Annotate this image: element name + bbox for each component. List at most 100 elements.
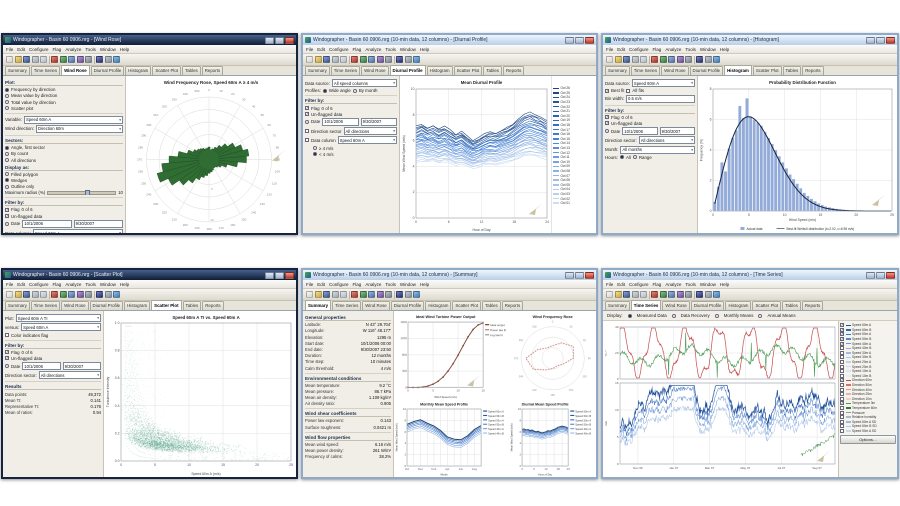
report-icon[interactable] [696, 291, 703, 298]
date-field[interactable]: 10/1/2006 [622, 127, 658, 136]
menu-help[interactable]: Help [419, 281, 430, 287]
menu-configure[interactable]: Configure [29, 46, 49, 52]
tab-reports[interactable]: Reports [801, 301, 824, 310]
minimize-button[interactable] [866, 36, 875, 44]
tab-scatter-plot[interactable]: Scatter Plot [152, 66, 182, 75]
radio-date[interactable] [305, 119, 309, 124]
menu-tools[interactable]: Tools [385, 281, 396, 287]
checkbox-color-indicates-flag[interactable] [5, 333, 9, 338]
menu-tools[interactable]: Tools [685, 46, 696, 52]
menu-help[interactable]: Help [119, 281, 130, 287]
tab-time-series[interactable]: Time Series [332, 301, 362, 310]
radio-mean-value-by-direction[interactable] [5, 93, 9, 98]
flag-icon[interactable] [351, 56, 358, 63]
radio-annual-means[interactable] [758, 313, 763, 318]
menu-window[interactable]: Window [399, 281, 416, 287]
dropdown-data-column[interactable]: Speed 60m A ▾ [337, 136, 397, 145]
menu-flag[interactable]: Flag [352, 46, 362, 52]
settings-icon[interactable] [404, 291, 412, 298]
tab-scatter-plot[interactable]: Scatter Plot [453, 66, 483, 75]
tab-summary[interactable]: Summary [5, 301, 30, 310]
checkbox-data-column[interactable] [305, 138, 309, 143]
radio-4-m-s[interactable] [313, 152, 317, 157]
menu-window[interactable]: Window [399, 46, 416, 52]
flag-icon[interactable] [651, 291, 658, 298]
profile-icon[interactable] [68, 56, 75, 63]
settings-icon[interactable] [704, 56, 712, 63]
menu-tools[interactable]: Tools [85, 281, 96, 287]
help-icon[interactable] [413, 291, 420, 298]
report-icon[interactable] [96, 291, 103, 298]
tab-histogram[interactable]: Histogram [124, 301, 151, 310]
checkbox-un-flagged-data[interactable]: ✓ [5, 356, 9, 361]
copy-icon[interactable] [40, 291, 47, 298]
tab-scatter-plot[interactable]: Scatter Plot [752, 66, 782, 75]
field-bin-width[interactable]: 0.5 m/s [626, 94, 695, 103]
dropdown-data-column[interactable]: Speed 60m A ▾ [32, 229, 123, 233]
wind-rose-icon[interactable] [659, 56, 667, 63]
histogram-icon[interactable] [376, 56, 384, 63]
menu-file[interactable]: File [606, 46, 614, 52]
slider-thumb[interactable] [85, 190, 91, 196]
legend-checkbox-speed-30m-b[interactable] [840, 355, 844, 360]
menu-tools[interactable]: Tools [685, 281, 696, 287]
report-icon[interactable] [396, 56, 403, 63]
menu-flag[interactable]: Flag [52, 281, 62, 287]
checkbox-flag[interactable]: ✓ [5, 350, 9, 355]
close-button[interactable] [585, 271, 594, 279]
tab-reports[interactable]: Reports [201, 66, 224, 75]
settings-icon[interactable] [104, 291, 112, 298]
tab-histogram[interactable]: Histogram [425, 301, 452, 310]
date-field[interactable]: 9/30/2007 [360, 117, 397, 126]
open-folder-icon[interactable] [614, 56, 622, 63]
tab-summary[interactable]: Summary [305, 300, 332, 310]
radio-filled-polygon[interactable] [5, 172, 9, 177]
wind-rose-icon[interactable] [59, 56, 67, 63]
help-icon[interactable] [413, 56, 420, 63]
save-icon[interactable] [23, 56, 30, 63]
tab-reports[interactable]: Reports [501, 301, 524, 310]
legend-checkbox-speed-50m-a[interactable]: ✓ [840, 332, 844, 337]
report-icon[interactable] [696, 56, 703, 63]
tab-time-series[interactable]: Time Series [630, 300, 662, 310]
dropdown-wind-direction[interactable]: Direction 60m ▾ [36, 124, 123, 133]
flag-icon[interactable] [51, 56, 58, 63]
save-icon[interactable] [323, 291, 330, 298]
legend-checkbox-speed-40m-a[interactable]: ✓ [840, 341, 844, 346]
tab-diurnal-profile[interactable]: Diurnal Profile [689, 66, 724, 75]
tab-scatter-plot[interactable]: Scatter Plot [452, 301, 482, 310]
wind-rose-icon[interactable] [59, 291, 67, 298]
print-icon[interactable] [331, 56, 339, 63]
profile-icon[interactable] [368, 291, 375, 298]
tab-summary[interactable]: Summary [305, 66, 330, 75]
table-icon[interactable] [385, 56, 392, 63]
legend-checkbox-speed-60m-b-sd[interactable] [840, 424, 844, 429]
copy-icon[interactable] [40, 56, 47, 63]
radio-scatter-plot[interactable] [5, 106, 9, 111]
help-icon[interactable] [113, 291, 120, 298]
window-titlebar[interactable]: Windographer - Basin 60 0906.nrg (10-min… [603, 35, 897, 45]
copy-icon[interactable] [640, 56, 647, 63]
date-field[interactable]: 10/1/2006 [322, 117, 359, 126]
radio-all-directions[interactable] [5, 158, 9, 162]
close-button[interactable] [285, 36, 294, 44]
tab-tables[interactable]: Tables [782, 301, 801, 310]
checkbox-best-fit[interactable]: ✓ [605, 88, 609, 93]
legend-checkbox-relative-humidity[interactable] [840, 415, 844, 420]
legend-checkbox-speed-50m-a-sd[interactable] [840, 428, 844, 433]
tab-histogram[interactable]: Histogram [426, 66, 453, 75]
menu-flag[interactable]: Flag [652, 281, 662, 287]
dropdown-data-source[interactable]: Speed 60m A ▾ [631, 79, 695, 88]
legend-checkbox-speed-10m-a[interactable] [840, 369, 844, 374]
table-icon[interactable] [85, 291, 92, 298]
maximize-button[interactable] [575, 271, 584, 279]
new-file-icon[interactable] [306, 291, 313, 298]
radio-range[interactable] [632, 155, 637, 160]
tab-scatter-plot[interactable]: Scatter Plot [151, 300, 182, 310]
checkbox-flag[interactable]: ✓ [305, 106, 309, 111]
menu-window[interactable]: Window [99, 281, 116, 287]
legend-checkbox-direction-25m[interactable] [840, 392, 844, 397]
settings-icon[interactable] [404, 56, 412, 63]
radio-all[interactable] [619, 155, 624, 160]
checkbox-un-flagged-data[interactable]: ✓ [605, 121, 609, 126]
